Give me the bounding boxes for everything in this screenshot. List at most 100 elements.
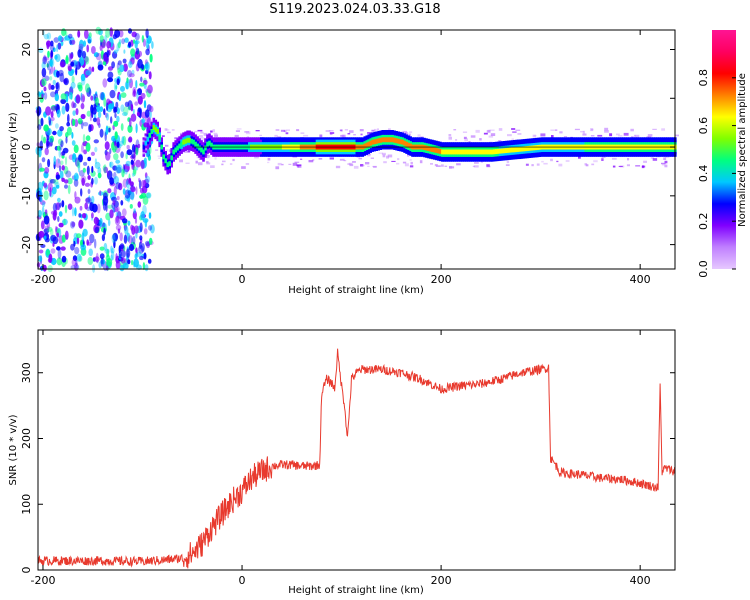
spectrogram-noise-cell xyxy=(558,163,563,167)
spectrogram-noise-cell xyxy=(135,247,138,253)
spectrogram-noise-cell xyxy=(50,40,54,47)
spectrogram-noise-cell xyxy=(360,133,363,136)
spectrogram-noise-cell xyxy=(107,188,112,194)
spectrogram-noise-cell xyxy=(55,82,59,90)
spectrogram-noise-cell xyxy=(76,233,82,239)
spectrogram-ridge-cell xyxy=(160,144,163,150)
spectrogram-noise-cell xyxy=(383,161,387,164)
spectrogram-ridge-cell xyxy=(526,146,530,151)
spectrogram-noise-cell xyxy=(120,123,124,131)
spectrogram-noise-cell xyxy=(463,136,467,139)
spectrogram-noise-cell xyxy=(139,187,144,194)
spectrogram-noise-cell xyxy=(151,41,154,49)
spectrogram-noise-cell xyxy=(99,217,103,228)
spectrogram-noise-cell xyxy=(255,130,260,132)
spectrogram-noise-cell xyxy=(148,105,154,113)
spectrogram-ridge-cell xyxy=(459,149,462,155)
spectrogram-noise-cell xyxy=(387,154,393,158)
spectrogram-noise-cell xyxy=(90,151,95,156)
spectrogram-noise-cell xyxy=(137,58,143,69)
spectrogram-noise-cell xyxy=(142,218,149,223)
spectrogram-noise-cell xyxy=(49,58,53,67)
spectrogram-noise-cell xyxy=(434,164,438,167)
spectrogram-noise-cell xyxy=(54,54,58,60)
spectrogram-noise-cell xyxy=(91,203,98,213)
spectrogram-noise-cell xyxy=(210,165,215,168)
spectrogram-noise-cell xyxy=(349,130,354,133)
spectrogram-noise-cell xyxy=(119,243,125,250)
colorbar-tick-label: 0.2 xyxy=(697,212,710,230)
spectrogram-noise-cell xyxy=(137,143,141,149)
spectrogram-noise-cell xyxy=(155,149,159,151)
spectrogram-noise-cell xyxy=(132,235,136,245)
spectrogram-noise-cell xyxy=(61,165,65,171)
spectrogram-noise-cell xyxy=(117,164,123,174)
spectrogram-noise-cell xyxy=(47,158,51,168)
spectrogram-noise-cell xyxy=(49,44,55,52)
spectrogram-noise-cell xyxy=(148,225,153,231)
spectrogram-noise-cell xyxy=(609,133,613,137)
spectrogram-ridge-cell xyxy=(407,142,410,148)
spectrogram-noise-cell xyxy=(650,157,654,159)
spectrogram-noise-cell xyxy=(593,160,598,163)
spectrogram-noise-cell xyxy=(104,112,108,118)
spectrogram-noise-cell xyxy=(40,220,45,230)
spectrogram-noise-cell xyxy=(127,28,133,34)
spectrogram-noise-cell xyxy=(612,165,616,168)
spectrogram-noise-cell xyxy=(222,160,226,163)
spectrogram-noise-cell xyxy=(80,73,86,82)
spectrogram-noise-cell xyxy=(140,159,145,170)
spectrogram-ridge-cell xyxy=(393,137,396,143)
spectrogram-noise-cell xyxy=(138,179,142,190)
spectrogram-noise-cell xyxy=(144,63,149,70)
spectrogram-ridge-cell xyxy=(502,148,506,154)
spectrogram-noise-cell xyxy=(91,46,96,54)
spectrogram-noise-cell xyxy=(119,232,123,242)
spectrogram-noise-cell xyxy=(38,230,45,238)
spectrogram-noise-cell xyxy=(136,111,140,117)
spectrogram-noise-cell xyxy=(195,160,198,164)
spectrogram-noise-cell xyxy=(60,98,67,104)
spectrogram-noise-cell xyxy=(87,36,92,44)
spectrogram-noise-cell xyxy=(59,202,62,208)
spectrogram-noise-cell xyxy=(360,164,364,167)
spectrogram-noise-cell xyxy=(85,56,90,65)
spectrogram-noise-cell xyxy=(91,195,95,204)
spectrogram-noise-cell xyxy=(67,113,70,124)
spectrogram-x-ticks: -200 0 200 400 xyxy=(30,30,651,286)
spectrogram-ridge-cell xyxy=(522,146,526,152)
spectrogram-noise-cell xyxy=(116,196,120,201)
spectrogram-noise-cell xyxy=(512,131,517,133)
spectrogram-noise-cell xyxy=(111,234,116,244)
spectrogram-noise-cell xyxy=(74,246,80,255)
spectrogram-noise-cell xyxy=(80,113,86,120)
spectrogram-noise-cell xyxy=(99,35,104,43)
spectrogram-ridge xyxy=(142,117,677,175)
spectrogram-noise-cell xyxy=(55,158,61,168)
spectrogram-noise-cell xyxy=(378,152,383,154)
spectrogram-noise-cell xyxy=(128,136,133,143)
spectrogram-ridge-cell xyxy=(409,143,412,149)
spectrogram-noise-cell xyxy=(275,166,280,170)
spectrogram-noise-cell xyxy=(285,129,290,131)
spectrogram-noise-cell xyxy=(612,157,617,160)
spectrogram-ridge-cell xyxy=(150,129,154,134)
spectrogram-noise-cell xyxy=(50,111,54,118)
spectrogram-noise-cell xyxy=(112,232,119,242)
snr-x-tick-label: -200 xyxy=(30,574,55,587)
spectrogram-noise-cell xyxy=(130,186,136,193)
spectrogram-noise-cell xyxy=(171,129,175,131)
spectrogram-noise-cell xyxy=(113,120,119,127)
spectrogram-ridge-cell xyxy=(482,149,486,155)
spectrogram-ridge-cell xyxy=(480,149,484,155)
spectrogram-noise-cell xyxy=(67,65,72,72)
spectrogram-noise-cell xyxy=(75,174,79,180)
spectrogram-noise-cell xyxy=(121,218,128,224)
spectrogram-ridge-cell xyxy=(192,139,195,145)
spectrogram-noise-cell xyxy=(127,235,133,244)
spectrogram-noise-cell xyxy=(281,163,284,166)
spectrogram-noise-cell xyxy=(129,204,133,209)
spectrogram-noise-cell xyxy=(353,165,359,169)
spectrogram-noise-cell xyxy=(108,103,115,110)
spectrogram-noise-cell xyxy=(120,85,125,92)
